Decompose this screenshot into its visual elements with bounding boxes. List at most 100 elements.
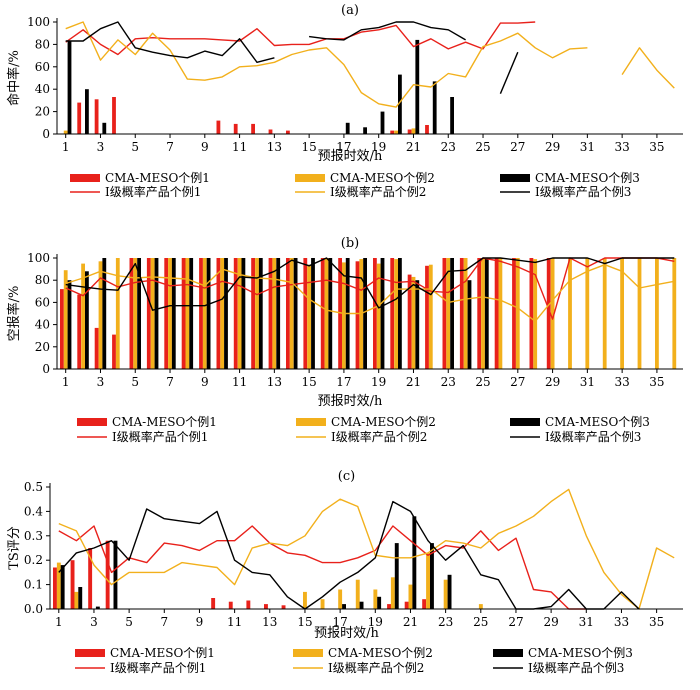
bar-s1-x20	[387, 604, 391, 609]
x-tick-label: 1	[55, 615, 63, 629]
bar-s1-x11	[233, 123, 238, 134]
bar-s1-x14	[281, 605, 286, 609]
x-tick-label: 13	[267, 375, 282, 389]
legend-swatch-bar-1	[75, 649, 105, 657]
legend-label-bar-1: CMA-MESO个例1	[112, 415, 217, 429]
bar-s2-x25	[478, 604, 483, 609]
x-tick-label: 33	[614, 615, 629, 629]
bar-s2-x16	[324, 258, 329, 369]
x-tick-label: 23	[438, 615, 453, 629]
bar-s1-x4	[105, 540, 110, 609]
legend-label-line-1: I级概率产品个例1	[110, 660, 206, 675]
bar-s2-x27	[515, 258, 520, 369]
bar-s1-x24	[459, 258, 464, 369]
bar-s2-x14	[289, 258, 294, 369]
bar-s2-x29	[550, 258, 555, 369]
x-tick-label: 9	[196, 615, 204, 629]
x-tick-label: 21	[406, 140, 421, 154]
legend-label-bar-3: CMA-MESO个例3	[535, 171, 640, 185]
bar-s3-x10	[224, 258, 228, 369]
legend-label-bar-3: CMA-MESO个例3	[528, 646, 633, 660]
legend-label-bar-1: CMA-MESO个例1	[105, 171, 210, 185]
bar-s3-x2	[85, 89, 89, 134]
bar-s3-x2	[85, 271, 89, 369]
x-tick-label: 15	[297, 615, 312, 629]
legend-label-line-1: I级概率产品个例1	[112, 429, 208, 444]
bar-s2-x13	[272, 258, 277, 369]
legend-label-bar-1: CMA-MESO个例1	[110, 646, 215, 660]
bar-s2-x20	[390, 577, 395, 609]
legend-label-line-3: I级概率产品个例3	[528, 660, 624, 675]
bar-s2-x15	[303, 591, 307, 609]
x-tick-label: 5	[125, 615, 133, 629]
bar-s2-x8	[185, 258, 190, 369]
line-s2-seg2	[621, 47, 675, 89]
x-tick-label: 21	[403, 615, 418, 629]
bar-s3-x19	[377, 596, 382, 609]
legend-label-line-3: I级概率产品个例3	[535, 184, 631, 199]
y-axis-label: TS评分	[7, 526, 22, 570]
x-tick-label: 7	[166, 140, 174, 154]
bar-s1-x13	[268, 258, 273, 369]
bar-s1-x7	[164, 258, 169, 369]
bar-s2-x9	[202, 258, 207, 369]
bar-s2-x2	[81, 263, 85, 369]
bar-s2-x16	[320, 599, 325, 609]
chart-panel-3: 0.00.10.20.30.40.51 3 5 7 9 11 13 15 17 19 21 23 25 2…	[7, 469, 683, 675]
bar-s2-x24	[463, 258, 468, 369]
bar-s1-x13	[264, 604, 268, 609]
bar-s3-x21	[415, 280, 420, 369]
bar-s3-x1	[67, 41, 72, 134]
legend-label-line-2: I级概率产品个例2	[331, 429, 427, 444]
bar-s1-x27	[512, 258, 516, 369]
x-tick-label: 25	[475, 140, 490, 154]
y-tick-label: 40	[35, 318, 50, 332]
bar-s3-x9	[206, 258, 211, 369]
bar-s1-x12	[246, 600, 251, 609]
x-tick-label: 13	[267, 140, 282, 154]
bar-s2-x20	[394, 259, 398, 369]
chart-title: (c)	[338, 469, 355, 484]
legend-swatch-bar-2	[295, 174, 325, 182]
bar-s3-x17	[345, 122, 350, 134]
bar-s1-x23	[442, 258, 447, 369]
legend-swatch-bar-3	[493, 649, 523, 657]
bar-s1-x15	[303, 258, 308, 369]
bar-s3-x8	[189, 258, 194, 369]
line-s3-seg1	[65, 21, 275, 63]
bar-s2-x21	[408, 584, 413, 609]
bar-s1-x2	[77, 102, 82, 134]
x-tick-label: 7	[166, 375, 174, 389]
legend-label-bar-2: CMA-MESO个例2	[328, 646, 433, 660]
bar-s2-x1	[63, 270, 68, 369]
x-tick-label: 35	[649, 615, 664, 629]
bar-s3-x5	[137, 258, 141, 369]
bar-s1-x20	[390, 130, 395, 134]
legend-label-bar-2: CMA-MESO个例2	[331, 415, 436, 429]
x-tick-label: 17	[332, 615, 347, 629]
bar-s2-x10	[220, 258, 225, 369]
y-tick-label: 100	[27, 251, 50, 265]
bar-s1-x4	[112, 97, 116, 134]
bar-s1-x6	[146, 258, 151, 369]
line-s2-seg1	[58, 488, 675, 610]
line-s1-seg1	[58, 525, 587, 610]
legend-swatch-bar-2	[293, 649, 323, 657]
bar-s2-x1	[56, 562, 61, 609]
bar-s1-x9	[199, 258, 203, 369]
legend-swatch-bar-3	[510, 418, 540, 426]
bar-s2-x23	[446, 258, 451, 369]
x-tick-label: 3	[97, 375, 105, 389]
y-tick-label: 0.2	[24, 553, 43, 567]
y-tick-label: 0.0	[24, 602, 43, 616]
bar-s1-x21	[404, 601, 409, 609]
y-tick-label: 20	[35, 105, 50, 119]
bar-s3-x23	[450, 258, 454, 369]
x-tick-label: 11	[232, 140, 247, 154]
bar-s2-x30	[568, 258, 572, 369]
line-s2-seg1	[65, 264, 675, 322]
x-tick-label: 5	[131, 140, 139, 154]
x-tick-label: 31	[580, 140, 595, 154]
bar-s3-x22	[432, 81, 437, 134]
bar-s3-x21	[412, 516, 417, 609]
